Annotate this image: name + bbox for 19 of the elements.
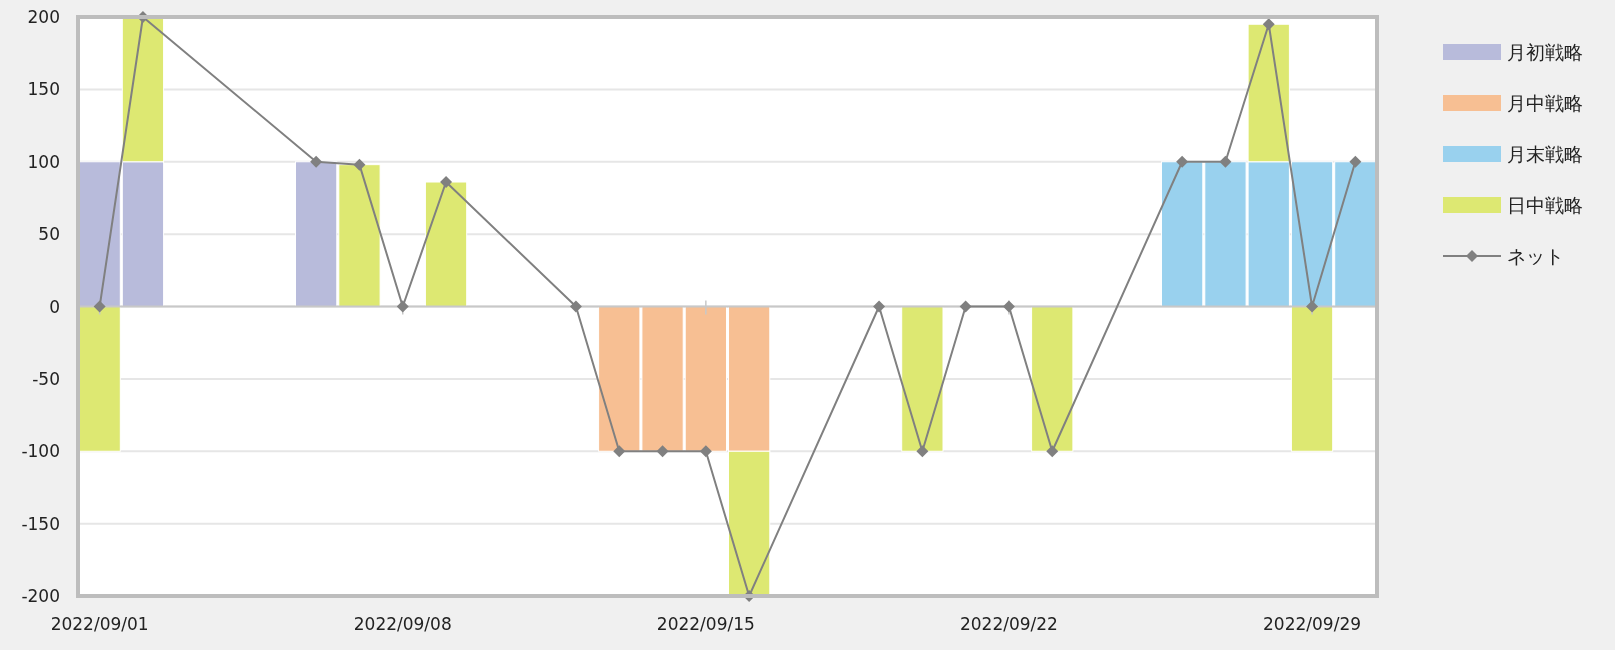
legend-label: 月中戦略 bbox=[1507, 92, 1583, 114]
legend-label: 月初戦略 bbox=[1507, 41, 1583, 63]
y-tick-label: 100 bbox=[27, 151, 60, 172]
legend-label: 日中戦略 bbox=[1507, 194, 1583, 216]
x-tick-label: 2022/09/08 bbox=[353, 614, 452, 634]
x-tick-label: 2022/09/01 bbox=[50, 614, 149, 634]
x-tick-label: 2022/09/29 bbox=[1263, 614, 1362, 634]
y-tick-label: -200 bbox=[21, 586, 60, 606]
x-tick-label: 2022/09/15 bbox=[656, 614, 755, 634]
y-tick-label: 200 bbox=[27, 7, 60, 27]
legend-label: ネット bbox=[1507, 245, 1564, 267]
y-tick-label: 0 bbox=[49, 296, 60, 317]
y-tick-label: -150 bbox=[21, 513, 60, 534]
y-tick-label: -100 bbox=[21, 441, 60, 462]
y-tick-label: 150 bbox=[27, 79, 60, 100]
y-tick-label: 50 bbox=[38, 224, 60, 245]
x-tick-label: 2022/09/22 bbox=[959, 614, 1058, 634]
legend-label: 月末戦略 bbox=[1507, 143, 1583, 165]
y-tick-label: -50 bbox=[32, 368, 60, 389]
